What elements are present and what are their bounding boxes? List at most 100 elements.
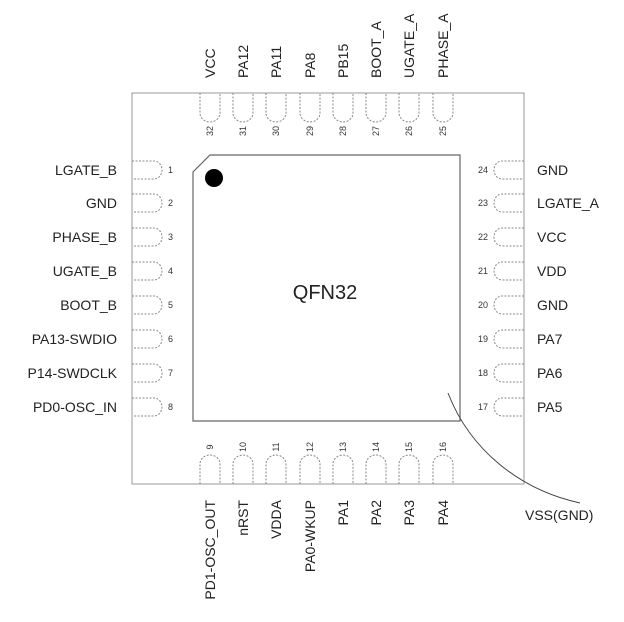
pin-pad bbox=[232, 454, 254, 484]
pin-pad bbox=[132, 329, 163, 349]
pin-label: PB15 bbox=[335, 44, 351, 78]
pin-label: PA11 bbox=[268, 46, 284, 78]
pin-number: 19 bbox=[478, 334, 488, 344]
pin-label: PD1-OSC_OUT bbox=[202, 500, 218, 600]
pin-number: 20 bbox=[478, 300, 488, 310]
pin-pad bbox=[132, 261, 163, 281]
exposed-pad-label: VSS(GND) bbox=[525, 507, 593, 523]
pin-pad bbox=[332, 93, 354, 123]
pin-pad bbox=[432, 93, 454, 123]
pin-label: BOOT_B bbox=[60, 297, 117, 313]
pin-pad bbox=[398, 454, 420, 484]
pin-pad bbox=[132, 193, 163, 213]
pin-number: 23 bbox=[478, 198, 488, 208]
pin-number: 18 bbox=[478, 368, 488, 378]
pin-label: VCC bbox=[537, 229, 567, 245]
pin-pad bbox=[493, 227, 524, 247]
pin-label: LGATE_B bbox=[55, 162, 117, 178]
pin-number: 4 bbox=[168, 266, 173, 276]
pin-number: 6 bbox=[168, 334, 173, 344]
pin-pad bbox=[132, 363, 163, 383]
pin-number: 22 bbox=[478, 232, 488, 242]
pin-label: PA4 bbox=[435, 500, 451, 526]
die-pad bbox=[192, 154, 461, 422]
pin-label: PA2 bbox=[368, 500, 384, 526]
pin-number: 3 bbox=[168, 232, 173, 242]
pin-pad bbox=[365, 454, 387, 484]
pin-pad bbox=[493, 261, 524, 281]
pin-number: 17 bbox=[478, 402, 488, 412]
pin-label: PA0-WKUP bbox=[302, 500, 318, 572]
pin-number: 5 bbox=[168, 300, 173, 310]
pin-label: PA1 bbox=[335, 500, 351, 526]
pin-pad bbox=[365, 93, 387, 123]
pin-pad bbox=[398, 93, 420, 123]
pin-label: PHASE_A bbox=[435, 13, 451, 78]
pin-label: PA6 bbox=[537, 365, 563, 381]
pin-number: 14 bbox=[371, 442, 381, 452]
pin-label: LGATE_A bbox=[537, 195, 600, 211]
pin-number: 16 bbox=[438, 442, 448, 452]
package-outline bbox=[131, 92, 525, 485]
pin-number: 12 bbox=[305, 442, 315, 452]
pin1-marker-dot bbox=[205, 169, 223, 187]
pin-number: 21 bbox=[478, 266, 488, 276]
pin-label: UGATE_B bbox=[53, 263, 117, 279]
pin-number: 2 bbox=[168, 198, 173, 208]
pin-number: 13 bbox=[338, 442, 348, 452]
pin-number: 7 bbox=[168, 368, 173, 378]
pin-pad bbox=[299, 93, 321, 123]
pin-number: 1 bbox=[168, 165, 173, 175]
pin-number: 8 bbox=[168, 402, 173, 412]
pin-number: 26 bbox=[404, 126, 414, 136]
pin-label: PA3 bbox=[401, 500, 417, 526]
pin-number: 27 bbox=[371, 126, 381, 136]
pin-label: P14-SWDCLK bbox=[28, 365, 118, 381]
pin-pad bbox=[132, 397, 163, 417]
pin-number: 10 bbox=[238, 442, 248, 452]
pin-label: GND bbox=[537, 162, 568, 178]
pin-number: 31 bbox=[238, 126, 248, 136]
pin-number: 32 bbox=[205, 126, 215, 136]
pin-number: 9 bbox=[205, 444, 215, 449]
pin-number: 30 bbox=[271, 126, 281, 136]
pin-pad bbox=[199, 93, 221, 123]
pin-label: PA8 bbox=[302, 52, 318, 78]
pin-label: PD0-OSC_IN bbox=[33, 399, 117, 415]
pin-pad bbox=[493, 160, 524, 180]
pin-label: GND bbox=[86, 195, 117, 211]
pin-pad bbox=[432, 454, 454, 484]
pin-number: 28 bbox=[338, 126, 348, 136]
pin-label: UGATE_A bbox=[401, 13, 417, 78]
pin-number: 15 bbox=[404, 442, 414, 452]
pin-pad bbox=[265, 93, 287, 123]
package-label: QFN32 bbox=[293, 282, 357, 304]
pin-pad bbox=[132, 160, 163, 180]
pin-pad bbox=[493, 193, 524, 213]
pin-pad bbox=[199, 454, 221, 484]
pin-pad bbox=[493, 397, 524, 417]
pin-label: BOOT_A bbox=[368, 21, 384, 78]
pin-label: PHASE_B bbox=[52, 229, 117, 245]
pin-label: nRST bbox=[235, 500, 251, 536]
pin-label: GND bbox=[537, 297, 568, 313]
pin-pad bbox=[493, 363, 524, 383]
pin-pad bbox=[493, 329, 524, 349]
pin-label: PA7 bbox=[537, 331, 563, 347]
pin-label: VDDA bbox=[268, 499, 284, 539]
pin-pad bbox=[132, 227, 163, 247]
pin-label: PA5 bbox=[537, 399, 563, 415]
pin-number: 24 bbox=[478, 165, 488, 175]
pin-label: VDD bbox=[537, 263, 567, 279]
pin-pad bbox=[232, 93, 254, 123]
pin-pad bbox=[332, 454, 354, 484]
pin-pad bbox=[265, 454, 287, 484]
pin-pad bbox=[299, 454, 321, 484]
pin-number: 29 bbox=[305, 126, 315, 136]
exposed-pad-leader-line bbox=[447, 392, 581, 504]
pin-pad bbox=[493, 295, 524, 315]
pin-pad bbox=[132, 295, 163, 315]
pin-label: PA13-SWDIO bbox=[32, 331, 117, 347]
pin-label: PA12 bbox=[235, 45, 251, 78]
